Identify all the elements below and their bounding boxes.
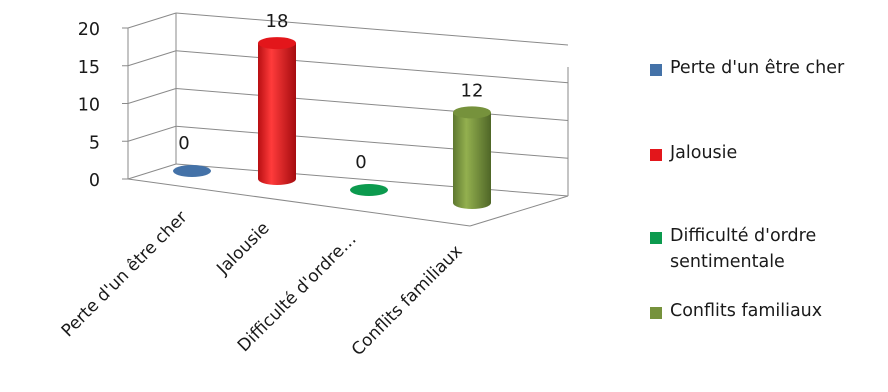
legend-item: Perte d'un être cher bbox=[650, 58, 885, 81]
x-tick-label: Perte d'un être cher bbox=[58, 207, 192, 341]
gridline bbox=[175, 50, 569, 84]
y-tick-label: 20 bbox=[78, 20, 100, 40]
axis-line bbox=[127, 178, 471, 227]
axis-line bbox=[127, 50, 177, 67]
bar bbox=[350, 184, 388, 196]
y-tick-label: 10 bbox=[78, 96, 100, 116]
x-tick-label: Conflits familiaux bbox=[348, 241, 467, 360]
legend-label: Jalousie bbox=[670, 143, 738, 163]
bar bbox=[173, 165, 211, 177]
axis-line bbox=[127, 125, 177, 142]
legend-label: Conflits familiaux bbox=[670, 301, 823, 321]
axis-line bbox=[469, 195, 569, 227]
gridline bbox=[175, 163, 569, 197]
legend-item: Conflits familiaux bbox=[650, 301, 885, 324]
y-tick-label: 15 bbox=[78, 58, 100, 78]
gridline bbox=[175, 12, 569, 46]
legend-label: Perte d'un être cher bbox=[670, 58, 845, 78]
bar-chart: 0 5 10 15 20 0 18 0 12 Perte d'un être cher Jalo… bbox=[58, 11, 569, 360]
plot-frame bbox=[127, 12, 569, 227]
legend-swatch bbox=[650, 307, 662, 319]
bars bbox=[173, 37, 491, 209]
legend-item: Difficulté d'ordre sentimentale bbox=[650, 226, 885, 275]
data-label: 0 bbox=[355, 152, 366, 173]
data-label: 18 bbox=[266, 11, 289, 32]
x-tick-label: Jalousie bbox=[212, 218, 273, 279]
gridline bbox=[175, 125, 569, 159]
axis-line bbox=[127, 12, 177, 29]
legend-swatch bbox=[650, 232, 662, 244]
y-tick-label: 5 bbox=[89, 133, 100, 153]
y-tick-label: 0 bbox=[89, 171, 100, 191]
legend-swatch bbox=[650, 64, 662, 76]
y-axis-ticks: 0 5 10 15 20 bbox=[78, 20, 128, 191]
bar bbox=[258, 37, 296, 185]
axis-line bbox=[127, 163, 177, 180]
data-labels: 0 18 0 12 bbox=[178, 11, 483, 173]
gridline bbox=[175, 88, 569, 121]
legend-item: Jalousie bbox=[650, 143, 885, 166]
legend-swatch bbox=[650, 149, 662, 161]
axis-line bbox=[127, 88, 177, 104]
data-label: 0 bbox=[178, 133, 189, 154]
data-label: 12 bbox=[461, 80, 484, 101]
bar bbox=[453, 106, 491, 209]
legend-label: Difficulté d'ordre sentimentale bbox=[670, 226, 817, 272]
